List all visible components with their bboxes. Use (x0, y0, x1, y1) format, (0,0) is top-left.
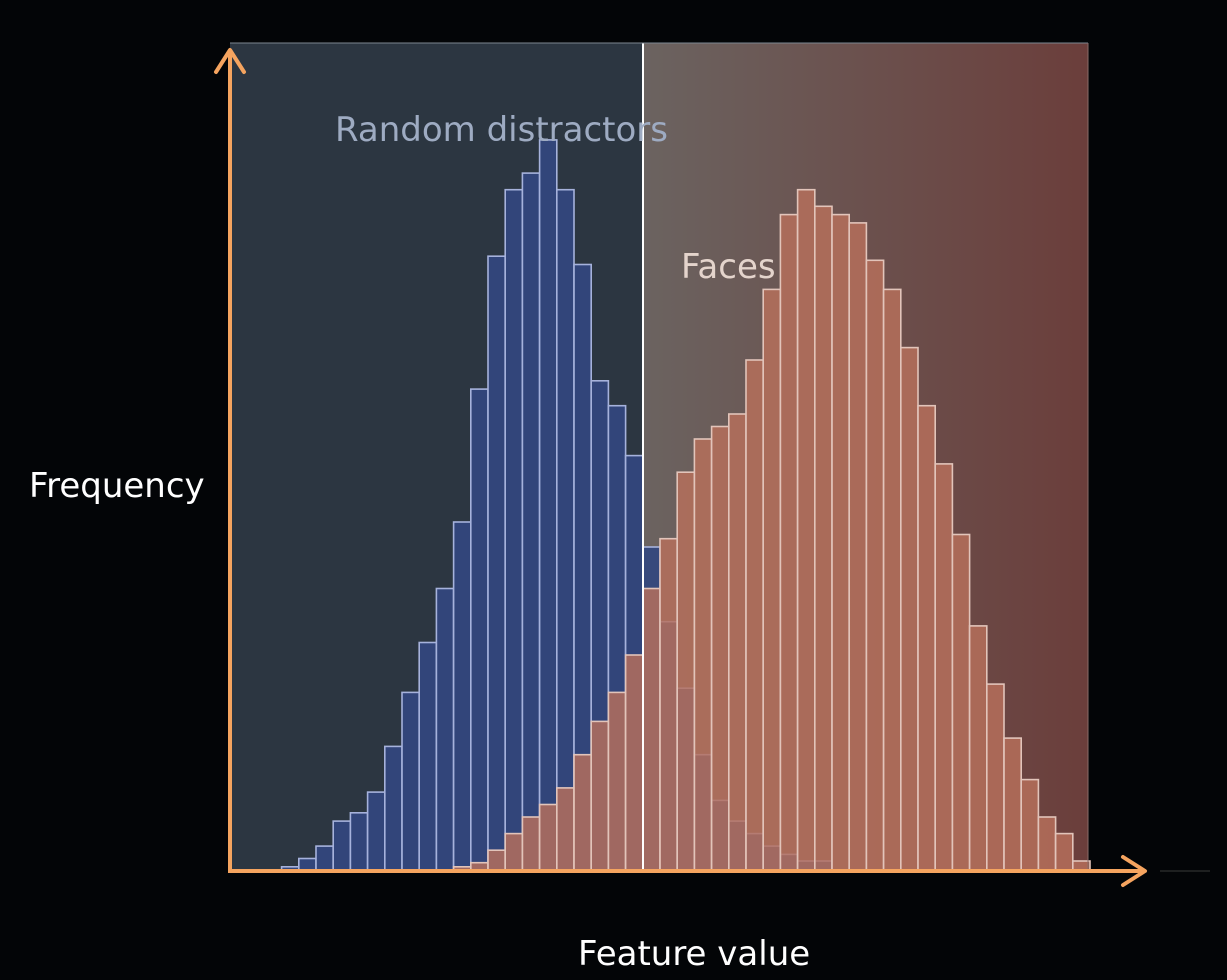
distractors-bar-18 (538, 139, 558, 872)
faces-bar-33 (796, 188, 816, 872)
faces-bar-30 (745, 359, 765, 872)
faces-bar-32 (779, 213, 799, 872)
faces-bar-26 (676, 471, 696, 872)
faces-bar-48 (1054, 832, 1074, 872)
faces-bar-44 (985, 683, 1005, 872)
faces-bar-18 (538, 803, 558, 872)
distractors-bar-5 (315, 845, 335, 872)
y-axis-label: Frequency (29, 466, 205, 506)
faces-bar-34 (813, 205, 833, 872)
x-axis (228, 855, 1210, 887)
distractors-bar-10 (401, 691, 421, 872)
faces-bar-46 (1020, 778, 1040, 872)
faces-bar-19 (555, 787, 575, 872)
faces-bar-20 (573, 753, 593, 872)
distractors-bar-8 (366, 791, 386, 872)
faces-bar-42 (951, 533, 971, 872)
faces-bar-45 (1003, 737, 1023, 872)
distractors-bar-19 (555, 188, 575, 872)
faces-bar-31 (762, 288, 782, 872)
distractors-bar-11 (418, 641, 438, 872)
faces-bar-41 (934, 463, 954, 872)
faces-bar-21 (590, 720, 610, 872)
x-axis-label: Feature value (578, 934, 811, 974)
faces-bar-28 (710, 425, 730, 872)
faces-bar-23 (624, 654, 644, 872)
faces-bar-40 (917, 404, 937, 872)
faces-bar-36 (848, 222, 868, 872)
faces-bar-43 (968, 625, 988, 872)
faces-bar-17 (521, 816, 541, 872)
series-faces (452, 188, 1091, 872)
distractors-bar-14 (469, 388, 489, 872)
y-axis-arrowhead (214, 48, 246, 74)
distractors-bar-6 (332, 820, 352, 872)
distractors-bar-17 (521, 172, 541, 872)
faces-bar-29 (727, 413, 747, 872)
faces-bar-27 (693, 438, 713, 872)
distractors-bar-7 (349, 811, 369, 872)
faces-bar-15 (487, 849, 507, 872)
x-axis-arrowhead (1121, 855, 1147, 887)
faces-bar-16 (504, 832, 524, 872)
distractors-bar-13 (452, 521, 472, 872)
faces-bar-35 (831, 213, 851, 872)
distractors-bar-12 (435, 587, 455, 872)
faces-bar-47 (1037, 816, 1057, 872)
distractors-bar-16 (504, 188, 524, 872)
faces-bar-38 (882, 288, 902, 872)
series-label-faces: Faces (681, 247, 776, 287)
y-axis (214, 48, 246, 872)
series-label-distractors: Random distractors (335, 110, 668, 150)
faces-bar-22 (607, 691, 627, 872)
distractors-bar-15 (487, 255, 507, 872)
faces-bar-24 (641, 587, 661, 872)
faces-bar-37 (865, 259, 885, 872)
faces-bar-25 (659, 537, 679, 872)
faces-bar-39 (899, 346, 919, 872)
distractors-bar-9 (383, 745, 403, 872)
